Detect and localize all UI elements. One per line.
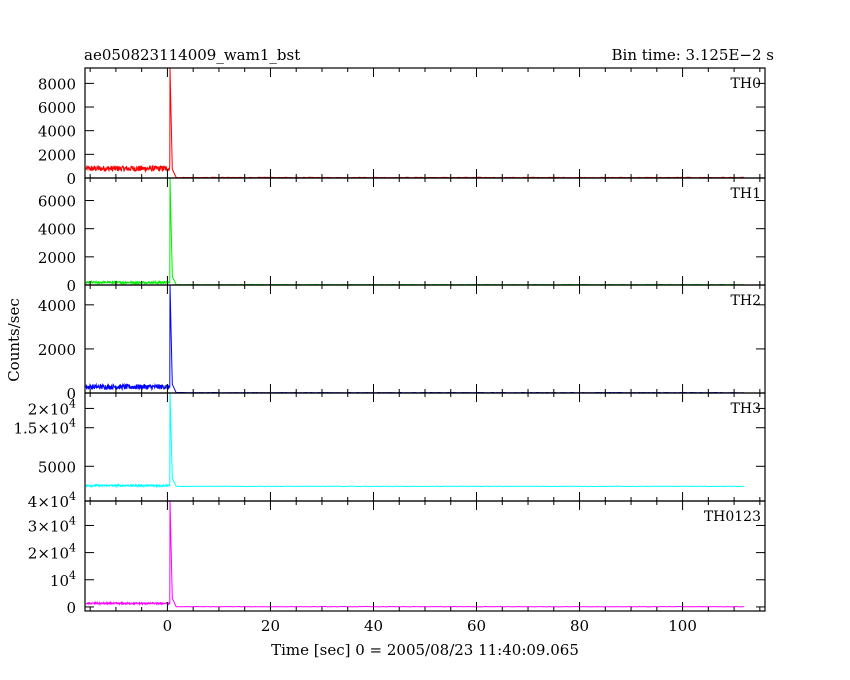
x-tick-label: 80 — [570, 617, 589, 635]
panel-th2: 0 2000 4000 TH2 — [38, 284, 766, 403]
panel-th1: 0 2000 4000 6000 TH1 — [38, 177, 766, 295]
y-tick-label: 4000 — [38, 221, 76, 239]
x-tick-label: 100 — [668, 617, 697, 635]
panel-label-th3: TH3 — [731, 401, 761, 417]
panel-th0123: 0 104 2×104 3×104 TH0123 — [28, 500, 766, 617]
y-tick-label: 4000 — [38, 297, 76, 315]
plot-title: ae050823114009_wam1_bst — [84, 46, 300, 64]
y-tick-label: 6000 — [38, 193, 76, 211]
panel-frame-th0123 — [84, 500, 766, 612]
y-axis-label: Counts/sec — [5, 298, 23, 382]
panel-frame-th0 — [84, 67, 766, 179]
y-tick-label: 3×104 — [28, 514, 76, 535]
panel-frame-th3 — [84, 392, 766, 502]
y-tick-label: 6000 — [38, 99, 76, 117]
y-tick-label: 2×104 — [28, 542, 76, 563]
y-tick-label: 4×104 — [28, 490, 76, 511]
y-tick-label: 2000 — [38, 341, 76, 359]
y-tick-label: 8000 — [38, 75, 76, 93]
series-line-th0123 — [85, 500, 744, 608]
panel-label-th2: TH2 — [731, 293, 761, 309]
y-tick-label: 0 — [66, 170, 76, 188]
series-line-th1 — [85, 177, 744, 286]
panel-frame-th1 — [84, 177, 766, 286]
panel-label-th0123: TH0123 — [704, 509, 761, 525]
series-line-th0 — [85, 67, 744, 179]
y-tick-label: 1.5×104 — [13, 417, 76, 438]
panel-frame-th2 — [84, 284, 766, 394]
x-tick-label: 60 — [467, 617, 486, 635]
x-tick-label: 0 — [163, 617, 173, 635]
y-tick-label: 0 — [66, 277, 76, 295]
y-tick-label: 4000 — [38, 123, 76, 141]
series-line-th3 — [85, 392, 745, 489]
y-tick-label: 2000 — [38, 146, 76, 164]
y-tick-label: 104 — [50, 569, 76, 590]
y-tick-label: 2000 — [38, 249, 76, 267]
y-tick-label: 2×104 — [28, 397, 76, 418]
y-tick-label: 0 — [66, 385, 76, 403]
bin-time-label: Bin time: 3.125E−2 s — [612, 46, 774, 64]
y-tick-label: 0 — [66, 599, 76, 617]
panel-label-th0: TH0 — [731, 76, 761, 92]
x-axis-label: Time [sec] 0 = 2005/08/23 11:40:09.065 — [271, 641, 579, 659]
panel-th0: 0 2000 4000 6000 8000 TH0 — [38, 67, 766, 188]
x-tick-label: 40 — [364, 617, 383, 635]
y-tick-label: 5000 — [38, 458, 76, 476]
panel-label-th1: TH1 — [731, 186, 761, 202]
x-tick-label: 20 — [261, 617, 280, 635]
series-line-th2 — [85, 284, 744, 394]
